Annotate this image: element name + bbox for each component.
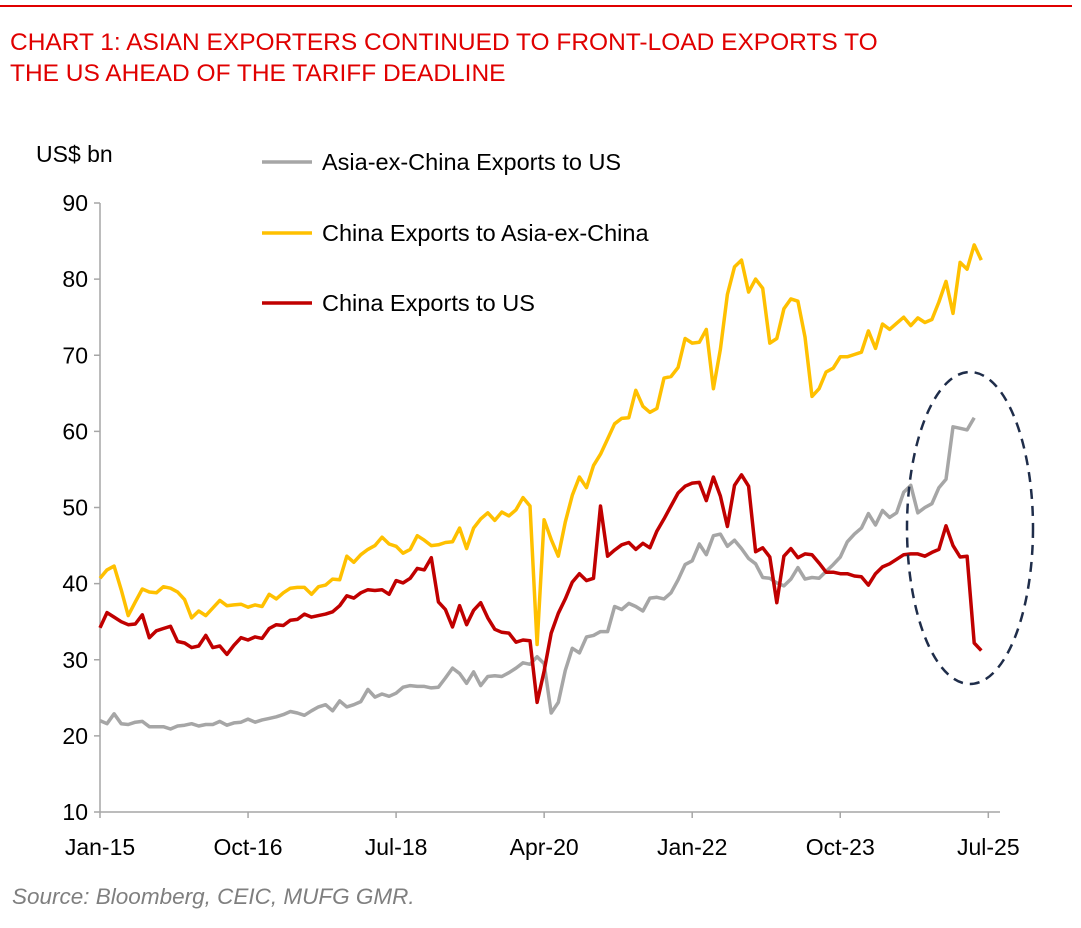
legend-label: China Exports to US <box>322 290 535 316</box>
x-tick-label: Jan-22 <box>657 834 727 860</box>
y-tick-label: 90 <box>62 190 88 216</box>
y-tick-label: 60 <box>62 418 88 444</box>
x-tick-label: Jan-15 <box>65 834 135 860</box>
series-line-2 <box>98 243 983 647</box>
highlight-ellipse <box>905 370 1035 686</box>
y-axis-label: US$ bn <box>36 141 113 167</box>
x-tick-label: Jul-25 <box>957 834 1020 860</box>
title-rule <box>0 5 1072 7</box>
x-tick-label: Jul-18 <box>365 834 428 860</box>
chart-title: CHART 1: ASIAN EXPORTERS CONTINUED TO FR… <box>10 27 1070 89</box>
y-tick-label: 70 <box>62 342 88 368</box>
axes: 10 20 30 40 50 60 70 80 90 Jan-15 Oct-16 Jul-18 Apr-… <box>62 190 1019 860</box>
x-tick-label: Apr-20 <box>510 834 579 860</box>
chart-title-line-1: CHART 1: ASIAN EXPORTERS CONTINUED TO FR… <box>10 29 878 56</box>
y-tick-label: 40 <box>62 571 88 597</box>
y-tick-label: 30 <box>62 647 88 673</box>
legend-label: China Exports to Asia-ex-China <box>322 220 649 246</box>
series-line-3 <box>98 473 983 705</box>
y-tick-label: 20 <box>62 723 88 749</box>
series-line-1 <box>99 416 976 731</box>
y-tick-label: 80 <box>62 266 88 292</box>
x-tick-label: Oct-23 <box>806 834 875 860</box>
legend: Asia-ex-China Exports to US China Exports… <box>262 149 649 316</box>
y-tick-label: 50 <box>62 495 88 521</box>
source-note: Source: Bloomberg, CEIC, MUFG GMR. <box>12 884 415 909</box>
chart-title-line-2: THE US AHEAD OF THE TARIFF DEADLINE <box>10 60 506 87</box>
legend-label: Asia-ex-China Exports to US <box>322 149 621 175</box>
y-tick-label: 10 <box>62 799 88 825</box>
x-tick-label: Oct-16 <box>214 834 283 860</box>
series-lines <box>98 243 983 731</box>
